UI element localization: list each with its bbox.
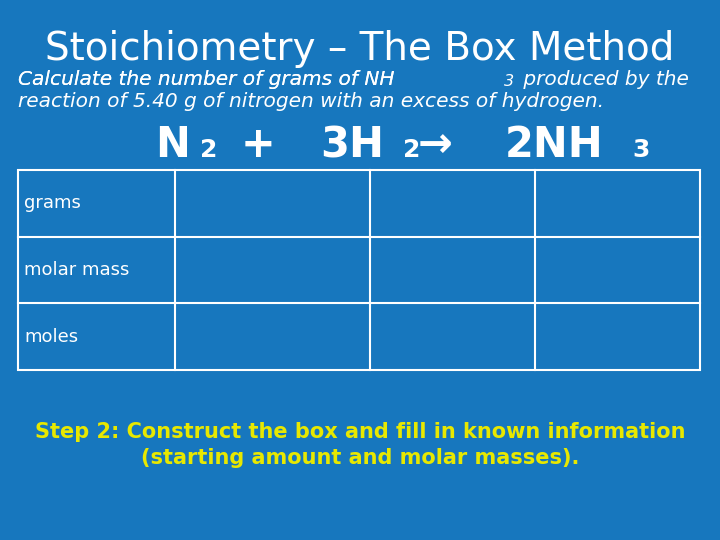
Text: 2: 2 bbox=[200, 138, 217, 162]
Text: produced by the: produced by the bbox=[517, 70, 689, 89]
Text: 2: 2 bbox=[402, 138, 420, 162]
Text: 3: 3 bbox=[632, 138, 649, 162]
Text: 3H: 3H bbox=[320, 124, 384, 166]
Text: Calculate the number of grams of NH: Calculate the number of grams of NH bbox=[18, 70, 395, 89]
Text: →: → bbox=[418, 124, 452, 166]
Text: Step 2: Construct the box and fill in known information: Step 2: Construct the box and fill in kn… bbox=[35, 422, 685, 442]
Text: 2NH: 2NH bbox=[505, 124, 604, 166]
Text: +: + bbox=[240, 124, 275, 166]
Text: reaction of 5.40 g of nitrogen with an excess of hydrogen.: reaction of 5.40 g of nitrogen with an e… bbox=[18, 92, 604, 111]
Text: Calculate the number of grams of NH: Calculate the number of grams of NH bbox=[18, 70, 395, 89]
Bar bbox=[18, 170, 700, 370]
Text: grams: grams bbox=[24, 194, 81, 212]
Text: (starting amount and molar masses).: (starting amount and molar masses). bbox=[141, 448, 579, 468]
Text: 3: 3 bbox=[504, 73, 514, 89]
Text: molar mass: molar mass bbox=[24, 261, 130, 279]
Text: moles: moles bbox=[24, 328, 78, 346]
Text: N: N bbox=[155, 124, 190, 166]
Text: Stoichiometry – The Box Method: Stoichiometry – The Box Method bbox=[45, 30, 675, 68]
